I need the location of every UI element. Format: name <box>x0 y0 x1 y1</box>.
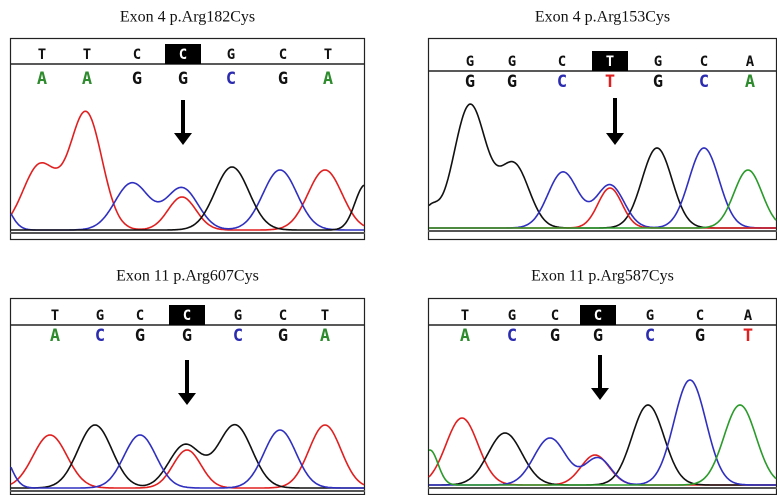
top-base: C <box>700 54 708 70</box>
called-base: G <box>135 326 145 346</box>
top-base: T <box>461 308 469 324</box>
panel-title: Exon 11 p.Arg607Cys <box>116 268 259 285</box>
called-base: C <box>507 326 517 346</box>
called-base: A <box>320 326 330 346</box>
called-base: G <box>653 72 663 92</box>
called-base: C <box>699 72 709 92</box>
called-base: G <box>278 69 288 89</box>
called-base: G <box>132 69 142 89</box>
called-base: A <box>745 72 755 92</box>
top-base: C <box>133 47 141 63</box>
top-base: G <box>646 308 654 324</box>
called-base: A <box>460 326 470 346</box>
top-base: C <box>551 308 559 324</box>
panel-title: Exon 4 p.Arg153Cys <box>535 9 670 26</box>
top-base: G <box>227 47 235 63</box>
top-base: G <box>508 308 516 324</box>
page: {"panels": [ {"title": "Exon 4 p.Arg182C… <box>0 0 777 495</box>
top-base: T <box>321 308 329 324</box>
top-base: G <box>466 54 474 70</box>
called-base: C <box>226 69 236 89</box>
called-base: T <box>605 72 615 92</box>
top-base: C <box>179 47 187 63</box>
top-base: C <box>183 308 191 324</box>
called-base: C <box>233 326 243 346</box>
top-base: G <box>96 308 104 324</box>
top-base: T <box>38 47 46 63</box>
called-base: G <box>178 69 188 89</box>
top-base: C <box>594 308 602 324</box>
top-base: T <box>606 54 614 70</box>
called-base: C <box>95 326 105 346</box>
top-base: C <box>279 308 287 324</box>
top-base: T <box>83 47 91 63</box>
top-base: G <box>234 308 242 324</box>
top-base: T <box>324 47 332 63</box>
called-base: G <box>278 326 288 346</box>
called-base: A <box>37 69 47 89</box>
called-base: C <box>645 326 655 346</box>
panel-title: Exon 4 p.Arg182Cys <box>120 9 255 26</box>
called-base: A <box>50 326 60 346</box>
top-base: C <box>136 308 144 324</box>
panel-title: Exon 11 p.Arg587Cys <box>531 268 674 285</box>
called-base: G <box>465 72 475 92</box>
top-base: C <box>279 47 287 63</box>
top-base: C <box>696 308 704 324</box>
called-base: C <box>557 72 567 92</box>
top-base: A <box>744 308 753 324</box>
called-base: G <box>550 326 560 346</box>
top-base: A <box>746 54 755 70</box>
top-base: G <box>654 54 662 70</box>
top-base: C <box>558 54 566 70</box>
top-base: G <box>508 54 516 70</box>
figure: Exon 4 p.Arg182CysTTCCGCTAAGGCGAExon 4 p… <box>0 0 777 495</box>
called-base: A <box>323 69 333 89</box>
called-base: G <box>593 326 603 346</box>
called-base: G <box>182 326 192 346</box>
called-base: G <box>695 326 705 346</box>
called-base: T <box>743 326 753 346</box>
top-base: T <box>51 308 59 324</box>
called-base: A <box>82 69 92 89</box>
called-base: G <box>507 72 517 92</box>
